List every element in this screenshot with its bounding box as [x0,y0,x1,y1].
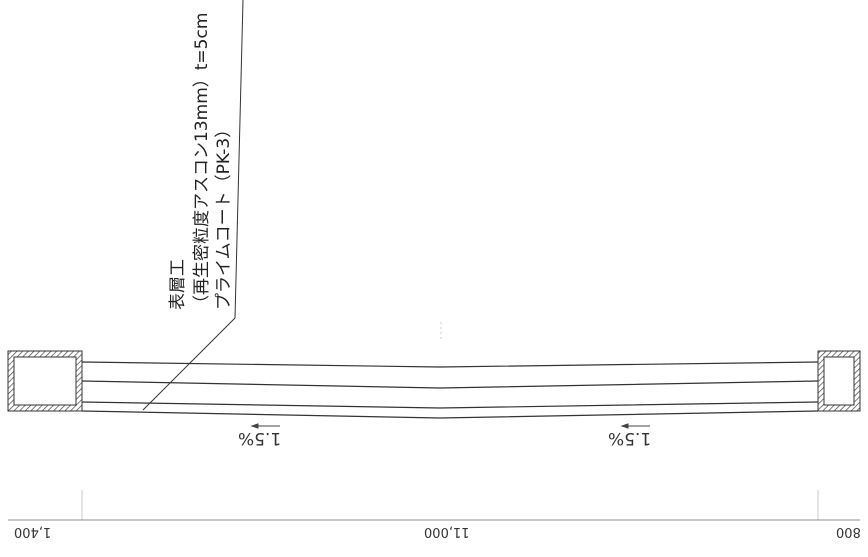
dimension-label-center: 11,000 [424,524,470,539]
dimension-guides [81,322,819,520]
annotation-line-prime-coat: プライムコート（PK-3） [214,120,234,310]
dimension-label-left: 1,400 [14,524,52,539]
pavement-top-line [81,361,819,368]
slope-arrows [250,423,650,429]
pavement-layer-line-3 [81,410,819,419]
pavement-layer-line-1 [81,380,819,389]
left-curb [7,350,83,412]
annotation-line-surface-course: 表層工 [168,259,188,310]
right-curb [817,350,861,412]
annotation-leader-line [142,0,244,411]
dimension-label-right: 800 [836,524,861,539]
pavement-layers [81,361,819,419]
slope-label-left: 1.5% [238,428,282,448]
slope-label-right: 1.5% [608,428,652,448]
pavement-layer-line-2 [81,401,819,409]
annotation-line-material: （再生密粒度アスコン13mm）t=5cm [192,12,212,312]
